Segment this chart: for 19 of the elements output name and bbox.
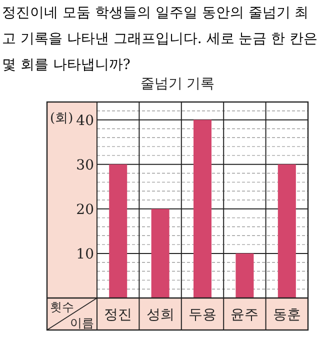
y-tick-label: 20 (76, 202, 94, 218)
chart-title: 줄넘기 기록 (140, 76, 215, 92)
text: 횟수 (50, 300, 74, 314)
x-tick-label: 두용 (188, 307, 216, 323)
bar (236, 253, 254, 298)
y-tick-label: 30 (76, 157, 94, 174)
x-tick-label: 정진 (104, 307, 132, 323)
x-axis-title: 이름 (70, 316, 94, 330)
y-tick-label: 10 (76, 246, 94, 262)
bar (151, 208, 170, 298)
x-tick-label: 동훈 (272, 307, 301, 323)
x-tick-label: 윤주 (230, 307, 259, 323)
y-axis-title: (회) (50, 111, 74, 126)
bar (278, 164, 296, 298)
text: 정진이네 모둠 학생들의 일주일 동안의 줄넘기 최고 기록을 나타낸 그래프입니다. 세로 눈금 한 칸은 몇 회를 나타냅니까? (2, 5, 318, 73)
bar (109, 164, 128, 298)
x-tick-label: 성희 (146, 307, 174, 323)
bar (194, 120, 212, 298)
y-tick-label: 40 (76, 112, 94, 129)
